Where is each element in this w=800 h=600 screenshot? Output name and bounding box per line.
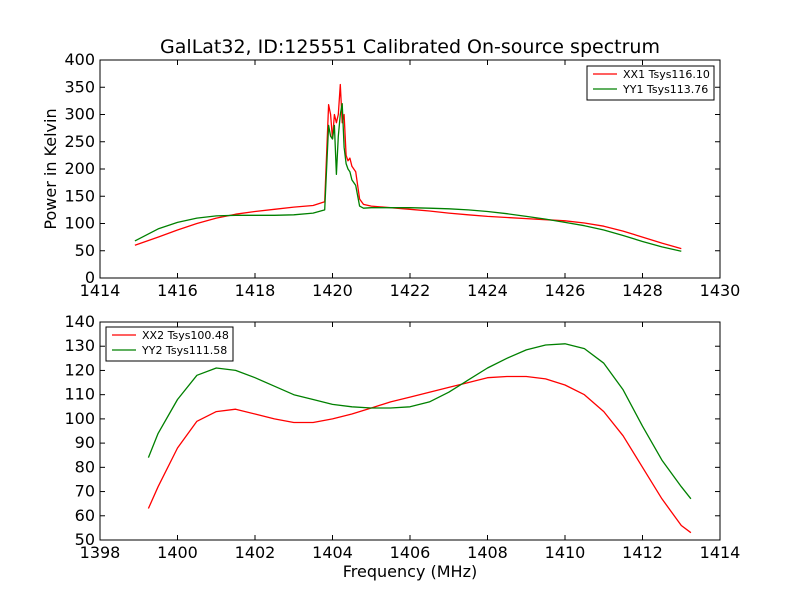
y-tick-label: 140 xyxy=(64,312,95,331)
series-line-2 xyxy=(134,102,682,252)
y-tick-label: 60 xyxy=(75,506,95,525)
y-tick-label: 300 xyxy=(64,105,95,124)
x-tick-label: 1408 xyxy=(467,543,508,562)
x-tick-label: 1404 xyxy=(312,543,353,562)
legend-box xyxy=(586,65,715,101)
x-tick-label: 1400 xyxy=(157,543,198,562)
series-line-1 xyxy=(147,375,692,534)
x-tick-label: 1410 xyxy=(545,543,586,562)
x-tick-label: 1414 xyxy=(700,543,741,562)
legend-entry-1: XX1 Tsys116.10 xyxy=(623,68,710,81)
y-tick-label: 50 xyxy=(75,241,95,260)
y-tick-label: 250 xyxy=(64,132,95,151)
x-tick-label: 1428 xyxy=(622,281,663,300)
y-tick-label: 120 xyxy=(64,360,95,379)
x-axis-label: Frequency (MHz) xyxy=(343,562,477,581)
y-axis-label: Power in Kelvin xyxy=(41,108,60,229)
x-tick-label: 1412 xyxy=(622,543,663,562)
y-tick-label: 400 xyxy=(64,50,95,69)
y-tick-label: 150 xyxy=(64,186,95,205)
legend-entry-2: YY1 Tsys113.76 xyxy=(622,83,708,96)
y-tick-label: 0 xyxy=(85,268,95,287)
y-tick-label: 100 xyxy=(64,409,95,428)
y-tick-label: 350 xyxy=(64,77,95,96)
y-tick-label: 200 xyxy=(64,159,95,178)
x-tick-label: 1426 xyxy=(545,281,586,300)
bottom-plot-panel: 1398 1400 1402 1404 1406 1408 1410 1412 1414 50 60… xyxy=(64,312,740,581)
y-tick-label: 50 xyxy=(75,530,95,549)
x-tick-label: 1398 xyxy=(80,543,121,562)
y-tick-label: 100 xyxy=(64,214,95,233)
x-tick-label: 1406 xyxy=(390,543,431,562)
series-line-2 xyxy=(147,343,692,500)
x-tick-label: 1416 xyxy=(157,281,198,300)
legend-entry-2: YY2 Tsys111.58 xyxy=(141,344,227,357)
x-tick-label: 1402 xyxy=(235,543,276,562)
y-tick-label: 110 xyxy=(64,385,95,404)
legend-box xyxy=(105,326,234,362)
y-tick-label: 90 xyxy=(75,433,95,452)
x-tick-label: 1418 xyxy=(235,281,276,300)
y-tick-label: 80 xyxy=(75,457,95,476)
legend-entry-1: XX2 Tsys100.48 xyxy=(142,329,229,342)
x-tick-label: 1414 xyxy=(80,281,121,300)
x-tick-label: 1430 xyxy=(700,281,741,300)
top-plot-panel: 1414 1416 1418 1420 1422 1424 1426 1428 1430 0 50 1… xyxy=(41,50,740,300)
chart-title: GalLat32, ID:125551 Calibrated On-source… xyxy=(160,36,660,58)
series-line-1 xyxy=(134,83,682,250)
y-tick-label: 70 xyxy=(75,482,95,501)
y-tick-label: 130 xyxy=(64,336,95,355)
x-tick-label: 1422 xyxy=(390,281,431,300)
x-tick-label: 1420 xyxy=(312,281,353,300)
x-tick-label: 1424 xyxy=(467,281,508,300)
